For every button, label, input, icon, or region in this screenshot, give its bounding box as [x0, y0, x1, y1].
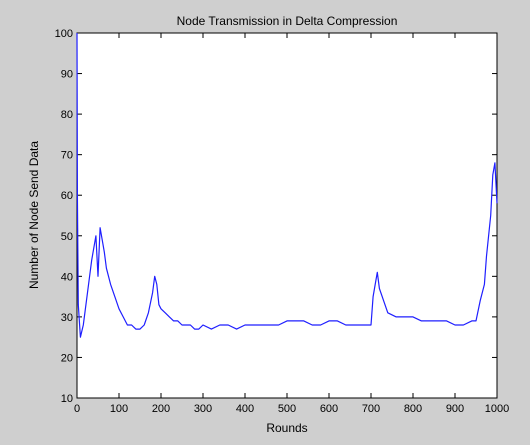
x-tick-label: 600 [320, 403, 338, 415]
x-tick-label: 900 [446, 403, 464, 415]
chart-title: Node Transmission in Delta Compression [177, 14, 398, 28]
x-axis-ticks: 0 100 200 300 400 500 600 700 800 900 1000 [74, 33, 509, 415]
y-tick-label: 80 [61, 109, 73, 121]
y-tick-label: 30 [61, 312, 73, 324]
x-tick-label: 800 [404, 403, 422, 415]
y-tick-label: 20 [61, 352, 73, 364]
x-tick-label: 200 [152, 403, 170, 415]
y-tick-label: 90 [61, 69, 73, 81]
x-tick-label: 1000 [485, 403, 509, 415]
x-tick-label: 500 [278, 403, 296, 415]
y-tick-label: 50 [61, 231, 73, 243]
plot-area [76, 32, 498, 399]
y-tick-label: 40 [61, 271, 73, 283]
y-tick-label: 100 [55, 28, 73, 40]
x-tick-label: 100 [110, 403, 128, 415]
y-tick-label: 60 [61, 190, 73, 202]
x-tick-label: 400 [236, 403, 254, 415]
x-tick-label: 0 [74, 403, 80, 415]
series-line [76, 32, 498, 338]
y-tick-label: 10 [61, 393, 73, 405]
y-tick-label: 70 [61, 150, 73, 162]
x-tick-label: 700 [362, 403, 380, 415]
x-tick-label: 300 [194, 403, 212, 415]
y-axis-ticks: 10 20 30 40 50 60 70 80 90 100 [55, 28, 497, 405]
x-axis-label: Rounds [266, 421, 307, 435]
y-axis-label: Number of Node Send Data [27, 141, 41, 289]
